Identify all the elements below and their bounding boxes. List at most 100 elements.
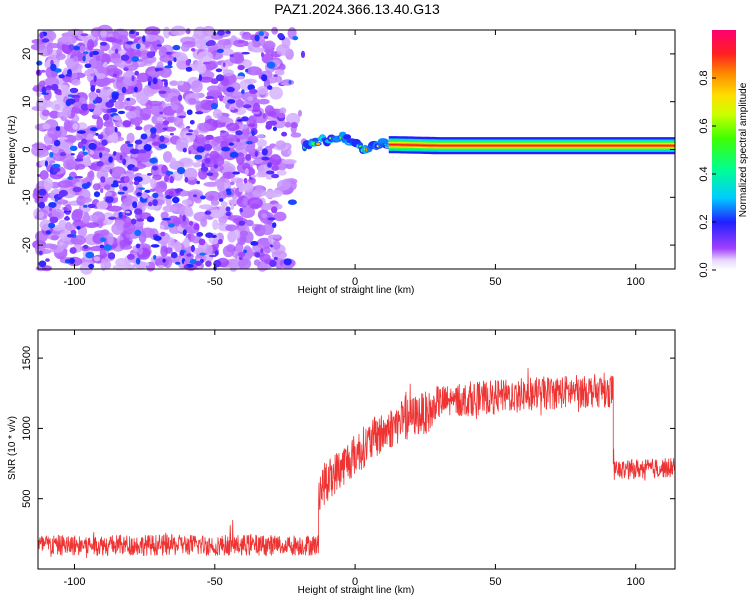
noise-blob [106, 205, 123, 212]
noise-blob [165, 198, 172, 207]
noise-core [158, 90, 167, 95]
noise-core [42, 123, 51, 130]
noise-blob [39, 159, 50, 167]
noise-core [49, 151, 54, 158]
noise-core [267, 217, 276, 221]
noise-core [254, 150, 258, 157]
noise-core [88, 142, 97, 150]
noise-blob [88, 214, 99, 222]
noise-core [124, 43, 132, 49]
noise-core [151, 165, 159, 171]
noise-core [41, 92, 50, 95]
noise-core [89, 51, 94, 58]
colorbar-tick-label: 0.8 [698, 70, 710, 85]
colorbar-ticks: 0.0 0.2 0.4 0.6 0.8 [698, 70, 716, 278]
noise-core [162, 120, 170, 126]
noise-core [243, 249, 247, 254]
noise-core [127, 143, 134, 147]
noise-core [241, 116, 249, 122]
noise-blob [290, 132, 302, 138]
noise-blob [222, 134, 238, 143]
noise-core [206, 40, 216, 46]
noise-core [129, 148, 139, 155]
noise-blob [43, 177, 54, 191]
noise-blob [60, 142, 69, 149]
noise-blob [241, 162, 251, 171]
noise-core [131, 167, 139, 172]
noise-core [194, 154, 203, 160]
noise-core [126, 41, 133, 45]
noise-blob [245, 143, 255, 153]
noise-core [182, 147, 187, 153]
noise-core [93, 256, 101, 262]
snr-x-ticks: -100 -50 0 50 100 [63, 330, 645, 588]
onset-blob [343, 134, 352, 140]
noise-core [134, 208, 143, 215]
noise-core [134, 176, 143, 183]
noise-core [114, 48, 119, 54]
noise-blob [217, 115, 229, 123]
noise-blob [72, 219, 87, 229]
noise-blob [263, 246, 271, 254]
noise-core [298, 109, 302, 117]
noise-core [112, 73, 117, 77]
x-tick-label: 100 [627, 576, 645, 588]
noise-blob [225, 224, 238, 232]
noise-core [174, 188, 184, 192]
noise-core [111, 93, 119, 101]
noise-core [261, 74, 268, 82]
noise-core [272, 126, 277, 132]
noise-core [162, 127, 168, 131]
noise-core [222, 62, 226, 67]
noise-core [86, 133, 94, 141]
noise-blob [161, 164, 168, 175]
noise-core [173, 57, 177, 63]
noise-core [238, 256, 243, 260]
noise-core [287, 149, 292, 156]
noise-core [269, 259, 277, 267]
noise-blob [50, 146, 60, 152]
noise-core [230, 181, 235, 186]
noise-core [107, 252, 116, 260]
noise-core [261, 148, 268, 156]
noise-core [125, 140, 131, 145]
noise-core [196, 146, 205, 153]
noise-core [93, 191, 101, 198]
noise-core [160, 231, 166, 237]
noise-core [185, 59, 191, 66]
noise-blob [52, 224, 66, 231]
noise-blob [282, 159, 297, 165]
noise-core [206, 172, 214, 176]
noise-core [88, 91, 98, 100]
noise-blob [205, 244, 213, 255]
noise-core [138, 187, 146, 190]
noise-core [41, 86, 47, 94]
y-tick-label: -10 [21, 189, 33, 205]
noise-core [215, 74, 225, 82]
noise-core [50, 166, 54, 174]
noise-core [239, 207, 243, 213]
noise-core [157, 265, 165, 269]
noise-core [102, 113, 110, 121]
noise-blob [198, 204, 214, 210]
noise-core [135, 126, 143, 131]
noise-core [140, 133, 148, 140]
noise-blob [226, 122, 240, 132]
noise-core [159, 224, 165, 230]
noise-core [229, 151, 239, 158]
noise-core [251, 109, 261, 112]
noise-core [196, 232, 204, 237]
noise-core [123, 67, 129, 71]
noise-core [69, 258, 75, 264]
noise-blob [126, 132, 135, 144]
noise-blob [50, 234, 59, 241]
noise-core [281, 131, 288, 137]
noise-core [134, 86, 138, 93]
noise-core [147, 76, 153, 83]
noise-core [99, 244, 105, 249]
noise-blob [191, 80, 203, 93]
noise-core [129, 118, 136, 125]
noise-core [64, 215, 70, 221]
snr-series-line [38, 368, 675, 559]
